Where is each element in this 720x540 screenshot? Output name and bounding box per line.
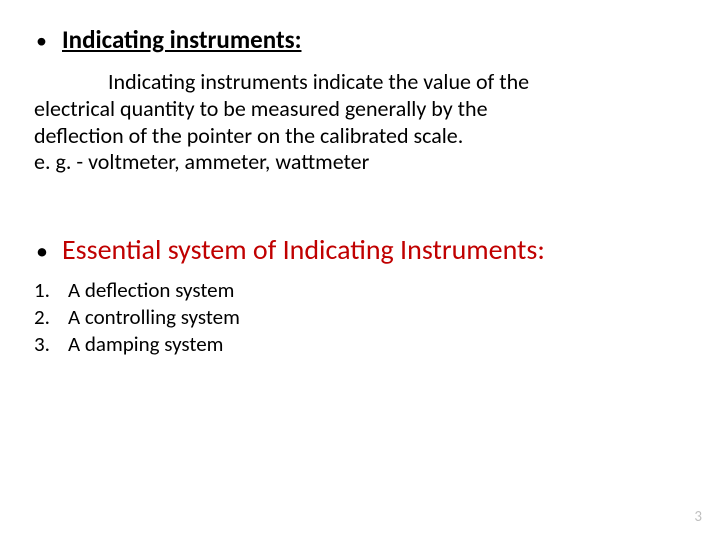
body-line: Indicating instruments indicate the valu… [108, 68, 529, 95]
body-line: deflection of the pointer on the calibra… [34, 122, 463, 149]
body-line: electrical quantity to be measured gener… [34, 95, 488, 122]
numbered-list: 1. A deflection system 2. A controlling … [34, 277, 690, 358]
section1-heading: Indicating instruments: [62, 24, 301, 55]
bullet-icon: • [30, 237, 62, 266]
section1-body: Indicating instruments indicate the valu… [34, 69, 690, 176]
list-item: 3. A damping system [34, 331, 690, 358]
page-number: 3 [694, 508, 702, 526]
list-item: 1. A deflection system [34, 277, 690, 304]
list-text: A damping system [68, 331, 223, 358]
list-item: 2. A controlling system [34, 304, 690, 331]
body-line: e. g. - voltmeter, ammeter, wattmeter [34, 148, 369, 175]
section2-heading: Essential system of Indicating Instrumen… [62, 232, 545, 267]
section1-heading-row: • Indicating instruments: [30, 24, 690, 55]
section2-heading-row: • Essential system of Indicating Instrum… [30, 232, 690, 267]
bullet-icon: • [30, 27, 62, 54]
list-number: 1. [34, 277, 68, 304]
list-number: 2. [34, 304, 68, 331]
list-text: A controlling system [68, 304, 240, 331]
list-text: A deflection system [68, 277, 234, 304]
slide-page: • Indicating instruments: Indicating ins… [0, 0, 720, 540]
list-number: 3. [34, 331, 68, 358]
